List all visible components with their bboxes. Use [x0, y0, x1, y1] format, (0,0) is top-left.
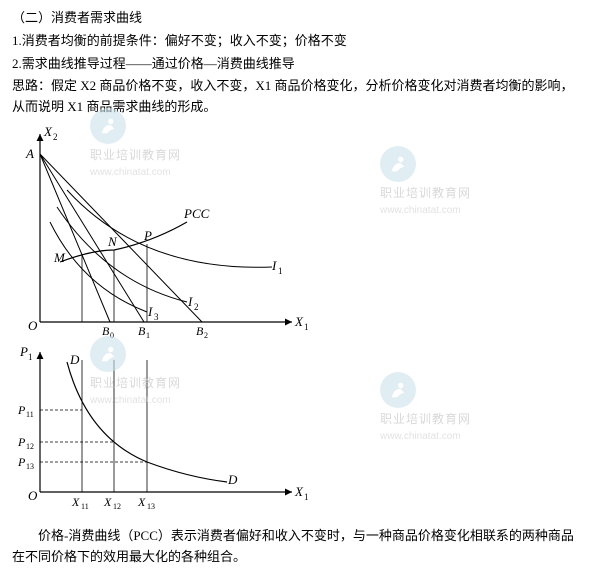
- svg-text:2: 2: [204, 331, 208, 340]
- svg-text:13: 13: [147, 502, 155, 511]
- svg-text:P: P: [17, 403, 26, 417]
- svg-text:M: M: [53, 250, 66, 265]
- svg-text:P: P: [17, 455, 26, 469]
- svg-text:11: 11: [81, 502, 89, 511]
- svg-text:O: O: [28, 318, 38, 333]
- premise-line: 1.消费者均衡的前提条件：偏好不变；收入不变；价格不变: [12, 31, 582, 52]
- idea-line: 思路：假定 X2 商品价格不变，收入不变，X1 商品价格变化，分析价格变化对消费…: [12, 76, 582, 118]
- pcc-definition: 价格-消费曲线（PCC）表示消费者偏好和收入不变时，与一种商品价格变化相联系的两…: [12, 526, 582, 568]
- svg-text:1: 1: [278, 266, 283, 276]
- svg-text:X: X: [43, 124, 53, 139]
- lower-chart-demand: P1 X1 O D D P11 P12 P13 X11 X12 X13: [12, 342, 312, 517]
- svg-text:I: I: [187, 294, 193, 309]
- svg-text:X: X: [137, 495, 146, 509]
- svg-text:0: 0: [110, 331, 114, 340]
- svg-text:3: 3: [154, 312, 159, 322]
- economics-diagram: X2 X1 O A M N P PCC I1 I2 I3 B0 B1 B2: [12, 122, 352, 522]
- svg-text:P: P: [19, 344, 28, 359]
- svg-text:13: 13: [26, 462, 34, 471]
- watermark-top-right: 职业培训教育网 www.chinatat.com: [380, 146, 471, 219]
- svg-text:P: P: [17, 435, 26, 449]
- svg-text:X: X: [294, 314, 304, 329]
- svg-text:P: P: [143, 228, 152, 243]
- svg-text:X: X: [71, 495, 80, 509]
- svg-text:B: B: [138, 324, 146, 338]
- svg-text:D: D: [227, 472, 238, 487]
- svg-text:PCC: PCC: [183, 206, 210, 221]
- watermark-mid-right: 职业培训教育网 www.chinatat.com: [380, 372, 471, 445]
- svg-text:1: 1: [304, 492, 309, 502]
- derivation-line: 2.需求曲线推导过程——通过价格—消费曲线推导: [12, 54, 582, 75]
- svg-text:2: 2: [194, 302, 199, 312]
- svg-text:I: I: [147, 304, 153, 319]
- svg-text:I: I: [271, 258, 277, 273]
- svg-text:B: B: [196, 324, 204, 338]
- svg-text:12: 12: [113, 502, 121, 511]
- svg-text:11: 11: [26, 410, 34, 419]
- svg-text:N: N: [107, 234, 118, 249]
- svg-text:D: D: [69, 352, 80, 367]
- svg-text:2: 2: [53, 132, 58, 142]
- svg-text:12: 12: [26, 442, 34, 451]
- svg-text:1: 1: [28, 352, 33, 362]
- svg-text:B: B: [102, 324, 110, 338]
- section-heading: （二）消费者需求曲线: [12, 8, 582, 29]
- svg-text:1: 1: [146, 331, 150, 340]
- svg-text:X: X: [294, 484, 304, 499]
- svg-text:X: X: [103, 495, 112, 509]
- svg-text:O: O: [28, 488, 38, 503]
- upper-chart-pcc: X2 X1 O A M N P PCC I1 I2 I3 B0 B1 B2: [12, 122, 312, 342]
- svg-text:1: 1: [304, 322, 309, 332]
- svg-text:A: A: [25, 146, 34, 161]
